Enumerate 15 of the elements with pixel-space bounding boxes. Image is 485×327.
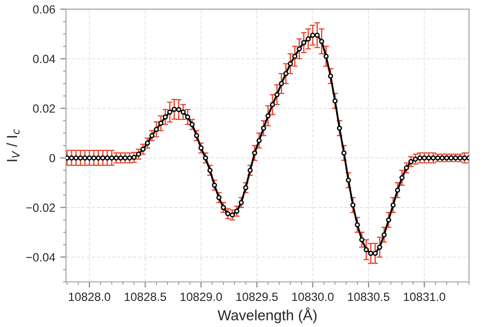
x-tick-label: 10828.0 — [68, 292, 110, 301]
y-tick-label: 0.02 — [33, 104, 55, 113]
x-tick-label: 10830.0 — [292, 292, 334, 301]
y-axis-title: I$_{V}$ / I$_{c}$ — [6, 129, 20, 162]
x-tick-label: 10829.5 — [236, 292, 278, 301]
y-tick-label: −0.02 — [26, 204, 55, 212]
y-tick-label: 0.04 — [33, 54, 56, 64]
y-tick-label: 0.06 — [33, 5, 56, 14]
x-tick-label: 10831.0 — [404, 292, 446, 301]
x-tick-label: 10828.5 — [124, 292, 166, 301]
x-axis-title: Wavelength (Å) — [218, 307, 317, 324]
x-tick-label: 10829.0 — [180, 292, 222, 301]
x-tick-label: 10830.5 — [348, 292, 390, 301]
y-tick-label: 0 — [49, 154, 56, 162]
y-tick-label: −0.04 — [26, 253, 56, 262]
